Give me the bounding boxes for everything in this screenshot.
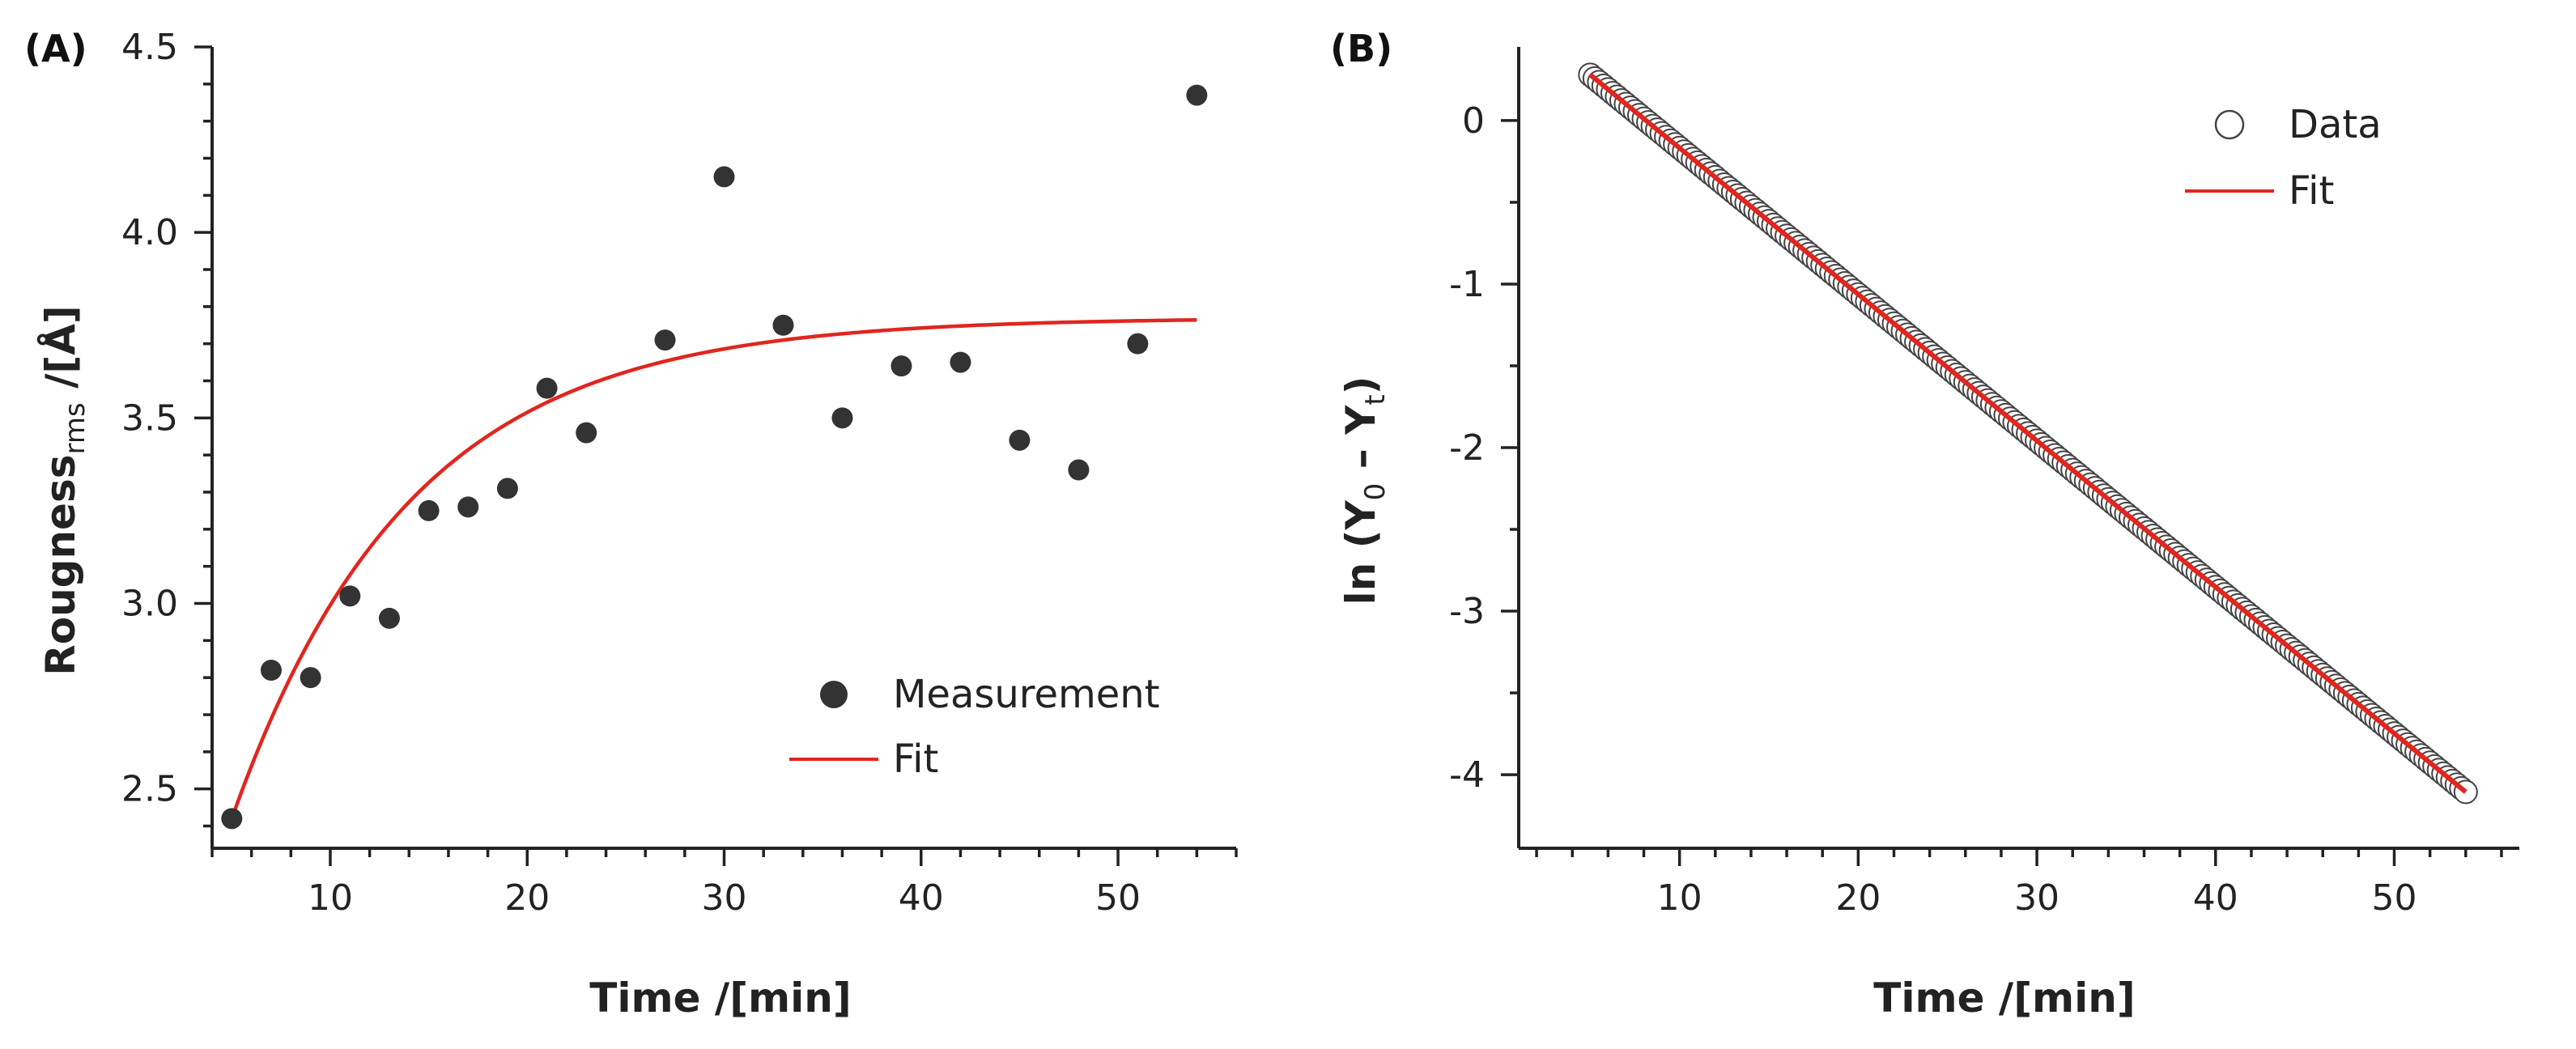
panel-b-legend: Data Fit [2185, 102, 2382, 214]
panel-b-x-axis-label: Time /[min] [1873, 975, 2135, 1021]
panel-b-y-tick-label: 0 [1462, 100, 1485, 142]
panel-a-marks [221, 84, 1208, 830]
panel-a-y-tick-label: 2.5 [121, 769, 178, 810]
panel-b-marks [1578, 62, 2478, 805]
panel-a-legend: Measurement Fit [789, 672, 1160, 782]
panel-b-label: (B) [1330, 27, 1392, 70]
panel-a-x-tick-label: 40 [899, 877, 944, 919]
panel-b-axes: 10 20 30 40 50 0 -1 -2 -3 -4 [1449, 47, 2519, 919]
measurement-point [300, 667, 321, 689]
panel-a-x-tick-label: 10 [308, 877, 353, 919]
measurement-point [536, 377, 558, 399]
panel-a-y-tick-label: 4.5 [121, 27, 178, 68]
panel-a-label: (A) [24, 27, 87, 70]
panel-b-y-tick-label: -3 [1449, 591, 1485, 632]
measurement-point [339, 585, 361, 607]
panel-a-y-tick-label: 3.0 [121, 584, 178, 625]
measurement-point [221, 808, 243, 830]
panel-a-y-axis-label: Rougnessrms /[Å] [36, 305, 91, 676]
panel-a-y-tick-label: 4.0 [121, 212, 178, 253]
fit-line [1588, 73, 2468, 794]
panel-a-x-tick-label: 50 [1095, 877, 1141, 919]
measurement-point [831, 407, 853, 429]
measurement-point [654, 329, 676, 351]
panel-a-x-tick-label: 20 [504, 877, 550, 919]
panel-a-x-tick-label: 30 [702, 877, 747, 919]
panel-a-axes: 10 20 30 40 50 2.5 3.0 3.5 4.0 4.5 [121, 27, 1238, 919]
legend-label-fit: Fit [893, 737, 938, 782]
measurement-point [1127, 333, 1149, 355]
legend-marker-measurement [820, 681, 848, 708]
measurement-point [378, 607, 400, 629]
panel-b-x-tick-label: 20 [1835, 877, 1881, 919]
panel-b-x-tick-label: 10 [1657, 877, 1702, 919]
panel-b-y-tick-label: -2 [1449, 427, 1485, 469]
measurement-point [891, 355, 912, 377]
legend-marker-data [2214, 109, 2245, 140]
measurement-point [457, 496, 479, 518]
panel-b: (B) 10 20 30 40 50 0 -1 -2 -3 -4 Time /[min] ln (… [1330, 27, 2519, 1021]
panel-a-x-axis-label: Time /[min] [589, 975, 851, 1021]
legend-label-data: Data [2289, 102, 2382, 147]
measurement-point [576, 422, 597, 444]
measurement-point [496, 478, 518, 499]
fit-line [230, 318, 1197, 820]
panel-b-x-tick-label: 40 [2193, 877, 2238, 919]
panel-b-y-tick-label: -4 [1449, 754, 1485, 796]
measurement-point [713, 166, 735, 188]
measurement-point [1009, 429, 1031, 451]
measurement-point [772, 314, 794, 336]
legend-label-fit: Fit [2289, 168, 2334, 214]
panel-a: (A) 10 20 30 40 50 2.5 3.0 3.5 4.0 4.5 Time /[min… [24, 27, 1238, 1021]
panel-b-x-tick-label: 50 [2372, 877, 2417, 919]
panel-b-y-axis-label: ln (Y0 – Yt) [1337, 376, 1392, 605]
panel-b-y-tick-label: -1 [1449, 264, 1485, 305]
measurement-point [260, 660, 282, 681]
measurement-point [1068, 459, 1090, 481]
measurement-point [418, 499, 440, 521]
measurement-point [950, 351, 971, 373]
panel-a-y-tick-label: 3.5 [121, 397, 178, 439]
measurement-point [1186, 84, 1208, 106]
panel-b-x-tick-label: 30 [2014, 877, 2060, 919]
legend-label-measurement: Measurement [893, 672, 1160, 717]
